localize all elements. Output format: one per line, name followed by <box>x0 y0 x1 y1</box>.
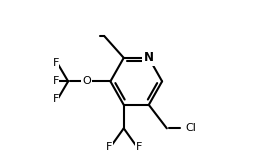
Text: O: O <box>83 76 91 86</box>
Text: F: F <box>53 94 59 104</box>
Text: F: F <box>106 142 112 152</box>
Text: Cl: Cl <box>185 123 196 133</box>
Text: F: F <box>53 76 59 86</box>
Text: F: F <box>135 142 142 152</box>
Text: F: F <box>53 58 59 68</box>
Text: N: N <box>144 51 154 64</box>
